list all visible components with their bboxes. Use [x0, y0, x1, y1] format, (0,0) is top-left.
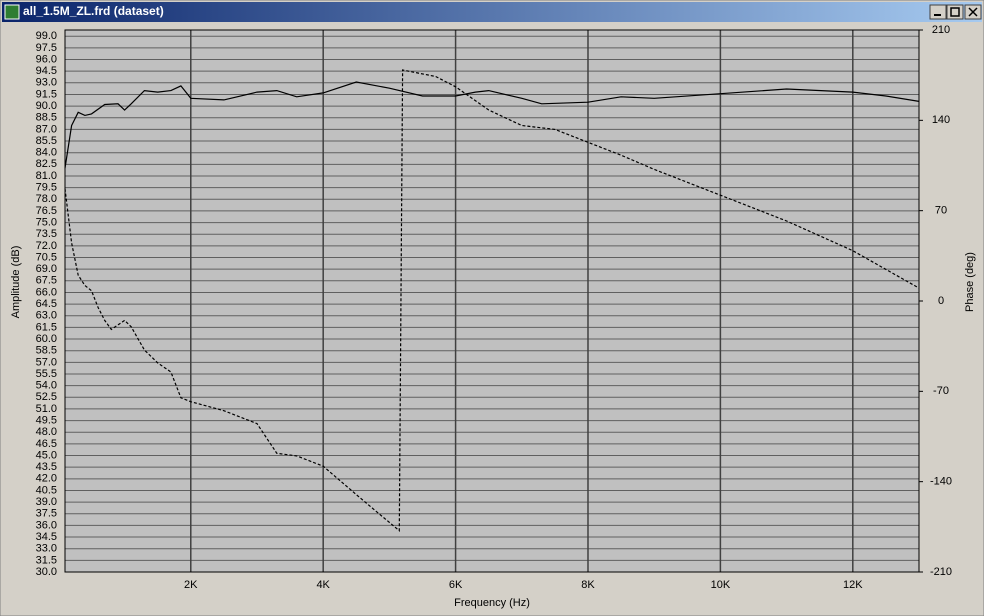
- y-tick-label: 46.5: [36, 438, 57, 450]
- y-tick-label: 30.0: [36, 566, 57, 578]
- y-tick-label: 43.5: [36, 461, 57, 473]
- y-tick-label: 76.5: [36, 205, 57, 217]
- y-tick-label: 49.5: [36, 414, 57, 426]
- y-tick-label: 81.0: [36, 170, 57, 182]
- maximize-button[interactable]: [946, 4, 964, 20]
- y-tick-label: 31.5: [36, 554, 57, 566]
- minimize-button[interactable]: [929, 4, 947, 20]
- y-tick-label: 57.0: [36, 356, 57, 368]
- y-tick-label: 97.5: [36, 42, 57, 54]
- y-tick-label: 64.5: [36, 298, 57, 310]
- y-tick-label: 63.0: [36, 310, 57, 322]
- labels: 30.031.533.034.536.037.539.040.542.043.5…: [36, 24, 952, 591]
- y-tick-label: 40.5: [36, 484, 57, 496]
- y2-tick-label: -140: [930, 476, 952, 488]
- x-tick-label: 4K: [316, 579, 330, 591]
- y-tick-label: 87.0: [36, 123, 57, 135]
- y-tick-label: 61.5: [36, 321, 57, 333]
- lines: [64, 69, 920, 532]
- y-tick-label: 79.5: [36, 182, 57, 194]
- y-tick-label: 88.5: [36, 112, 57, 124]
- y-tick-label: 39.0: [36, 496, 57, 508]
- y-tick-label: 67.5: [36, 275, 57, 287]
- y2-tick-label: 70: [935, 205, 947, 217]
- y-tick-label: 48.0: [36, 426, 57, 438]
- y-tick-label: 36.0: [36, 519, 57, 531]
- close-button[interactable]: [964, 4, 982, 20]
- y-tick-label: 33.0: [36, 543, 57, 555]
- plot-area: [65, 30, 919, 572]
- window-title: all_1.5M_ZL.frd (dataset): [23, 4, 164, 18]
- y-tick-label: 99.0: [36, 30, 57, 42]
- y-tick-label: 72.0: [36, 240, 57, 252]
- y-tick-label: 94.5: [36, 65, 57, 77]
- y2-tick-label: 140: [932, 114, 950, 126]
- x-tick-label: 6K: [449, 579, 463, 591]
- y-axis-title: Amplitude (dB): [10, 246, 22, 319]
- y-tick-label: 66.0: [36, 286, 57, 298]
- y-tick-label: 73.5: [36, 228, 57, 240]
- x-tick-label: 12K: [843, 579, 863, 591]
- y-tick-label: 58.5: [36, 345, 57, 357]
- y-tick-label: 51.0: [36, 403, 57, 415]
- y2-tick-label: -210: [930, 566, 952, 578]
- y-tick-label: 42.0: [36, 473, 57, 485]
- x-axis-title: Frequency (Hz): [454, 597, 530, 609]
- y-tick-label: 90.0: [36, 100, 57, 112]
- y-tick-label: 82.5: [36, 158, 57, 170]
- y-tick-label: 34.5: [36, 531, 57, 543]
- x-tick-label: 10K: [711, 579, 731, 591]
- y-tick-label: 84.0: [36, 147, 57, 159]
- y-tick-label: 45.0: [36, 449, 57, 461]
- y-tick-label: 37.5: [36, 508, 57, 520]
- y-tick-label: 75.0: [36, 216, 57, 228]
- app-icon: [4, 4, 20, 20]
- y-tick-label: 91.5: [36, 88, 57, 100]
- plot-border: [64, 29, 920, 573]
- y2-tick-label: 0: [938, 295, 944, 307]
- series-line: [64, 69, 920, 532]
- y2-axis-title: Phase (deg): [964, 252, 976, 312]
- y-tick-label: 93.0: [36, 77, 57, 89]
- y-tick-label: 55.5: [36, 368, 57, 380]
- series-line: [64, 81, 920, 169]
- y-tick-label: 52.5: [36, 391, 57, 403]
- title-bar: [2, 2, 982, 22]
- x-tick-label: 2K: [184, 579, 198, 591]
- y-tick-label: 85.5: [36, 135, 57, 147]
- y-tick-label: 70.5: [36, 251, 57, 263]
- y-tick-label: 60.0: [36, 333, 57, 345]
- y-tick-label: 78.0: [36, 193, 57, 205]
- y-tick-label: 69.0: [36, 263, 57, 275]
- y-tick-label: 96.0: [36, 53, 57, 65]
- y-tick-label: 54.0: [36, 380, 57, 392]
- x-tick-label: 8K: [581, 579, 595, 591]
- y2-tick-label: 210: [932, 24, 950, 36]
- y2-tick-label: -70: [933, 385, 949, 397]
